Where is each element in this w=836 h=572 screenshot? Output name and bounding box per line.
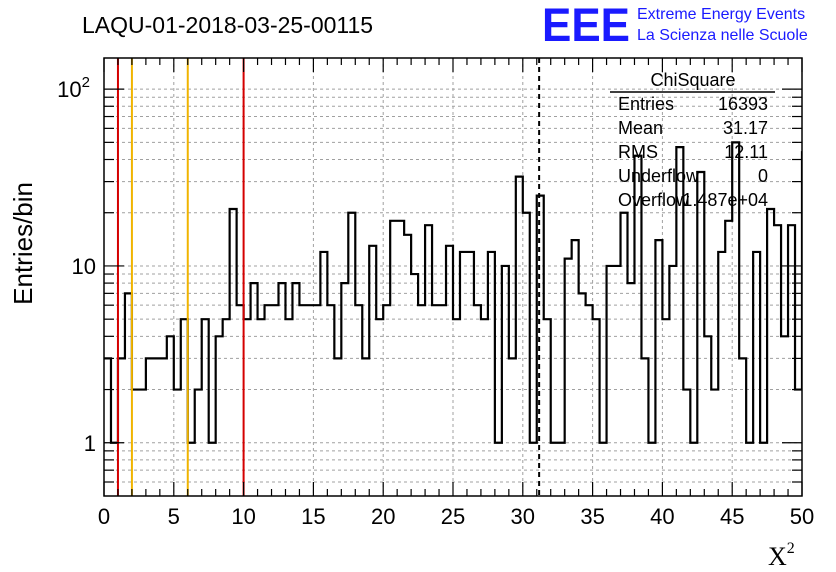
chart-title: LAQU-01-2018-03-25-00115 xyxy=(82,12,373,38)
stats-value: 31.17 xyxy=(723,118,768,138)
histogram-outline xyxy=(104,141,802,444)
stats-label: Underflow xyxy=(618,166,700,186)
stats-value: 16393 xyxy=(718,94,768,114)
stats-title: ChiSquare xyxy=(650,70,735,90)
x-tick-label: 50 xyxy=(790,504,814,529)
histogram-bins xyxy=(104,141,802,444)
stats-label: RMS xyxy=(618,142,658,162)
x-tick-label: 40 xyxy=(650,504,674,529)
x-axis-label-sup: 2 xyxy=(787,540,795,557)
logo-line2: La Scienza nelle Scuole xyxy=(637,27,808,44)
stats-label: Entries xyxy=(618,94,674,114)
logo-letters: EEE xyxy=(542,0,630,51)
x-tick-label: 10 xyxy=(231,504,255,529)
x-tick-label: 15 xyxy=(301,504,325,529)
stats-box: ChiSquare Entries 16393 Mean 31.17 RMS 12.11 U… xyxy=(610,70,775,210)
stats-value: 0 xyxy=(758,166,768,186)
threshold-lines xyxy=(116,58,541,496)
x-tick-label: 25 xyxy=(441,504,465,529)
x-tick-label: 45 xyxy=(720,504,744,529)
histogram-bars xyxy=(104,141,802,444)
x-tick-label: 20 xyxy=(371,504,395,529)
y-tick-label: 10 xyxy=(72,254,96,279)
x-tick-label: 30 xyxy=(511,504,535,529)
stats-label: Mean xyxy=(618,118,663,138)
stats-value: 12.11 xyxy=(724,142,768,162)
x-axis-ticks: 0 5 10 15 20 25 30 35 40 45 50 xyxy=(98,58,814,529)
logo-line1: Extreme Energy Events xyxy=(637,6,805,23)
x-tick-label: 0 xyxy=(98,504,110,529)
y-tick-label-exponent: 2 xyxy=(82,74,90,91)
y-tick-label: 1 xyxy=(84,431,96,456)
y-axis-label: Entries/bin xyxy=(8,182,38,305)
x-axis-label-main: X xyxy=(768,542,787,571)
stats-value: 1.487e+04 xyxy=(682,190,768,210)
x-axis-label: X2 xyxy=(768,540,795,571)
x-tick-label: 5 xyxy=(168,504,180,529)
x-tick-label: 35 xyxy=(580,504,604,529)
stats-rows: Entries 16393 Mean 31.17 RMS 12.11 Underflow 0 O… xyxy=(618,94,768,210)
stats-label: Overflow xyxy=(618,190,690,210)
eee-logo: EEE Extreme Energy Events La Scienza nel… xyxy=(542,0,808,51)
